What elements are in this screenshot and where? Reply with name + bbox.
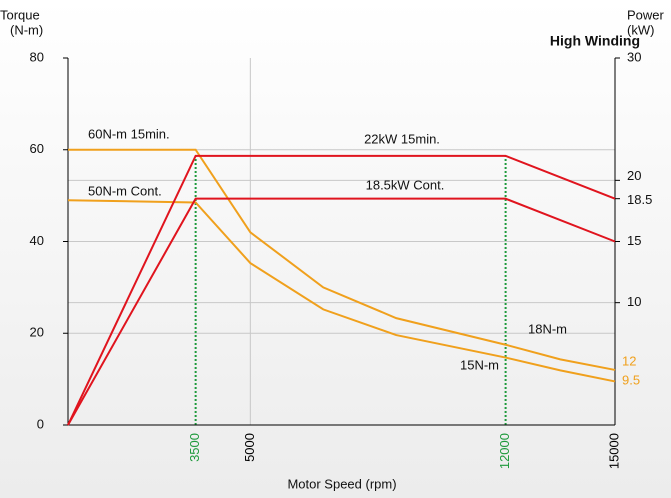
x-tick-label: 3500	[187, 433, 202, 462]
series-label: 22kW 15min.	[364, 131, 440, 146]
y-tick-label: 80	[30, 49, 44, 64]
y2-tick-label: 18.5	[627, 192, 652, 207]
x-tick-label: 5000	[242, 433, 257, 462]
y-axis-title: Torque	[0, 7, 40, 22]
annotation: 15N-m	[460, 357, 499, 372]
x-tick-label: 15000	[606, 433, 621, 469]
y2-axis-title: (kW)	[627, 22, 654, 37]
y-tick-label: 40	[30, 233, 44, 248]
series-line	[68, 148, 616, 371]
y2-tick-label: 10	[627, 294, 641, 309]
chart-title: High Winding	[550, 33, 640, 49]
y-tick-label: 20	[30, 325, 44, 340]
y2-tick-label: 20	[627, 168, 641, 183]
x-axis-title: Motor Speed (rpm)	[287, 476, 396, 491]
series-label: 60N-m 15min.	[88, 126, 170, 141]
y2-tick-label: 15	[627, 233, 641, 248]
series-line	[67, 199, 616, 383]
series-label: 50N-m Cont.	[88, 183, 162, 198]
y-tick-label: 60	[30, 141, 44, 156]
x-tick-label: 12000	[497, 433, 512, 469]
end-value-label: 12	[622, 353, 636, 368]
series-label: 18.5kW Cont.	[366, 177, 445, 192]
series-line	[67, 154, 616, 426]
y2-axis-title: Power	[627, 7, 665, 22]
y-axis-title: (N-m)	[10, 22, 43, 37]
end-value-label: 9.5	[622, 372, 640, 387]
annotation: 18N-m	[528, 321, 567, 336]
series-line	[67, 197, 616, 426]
y-tick-label: 0	[37, 416, 44, 431]
y2-tick-label: 30	[627, 49, 641, 64]
